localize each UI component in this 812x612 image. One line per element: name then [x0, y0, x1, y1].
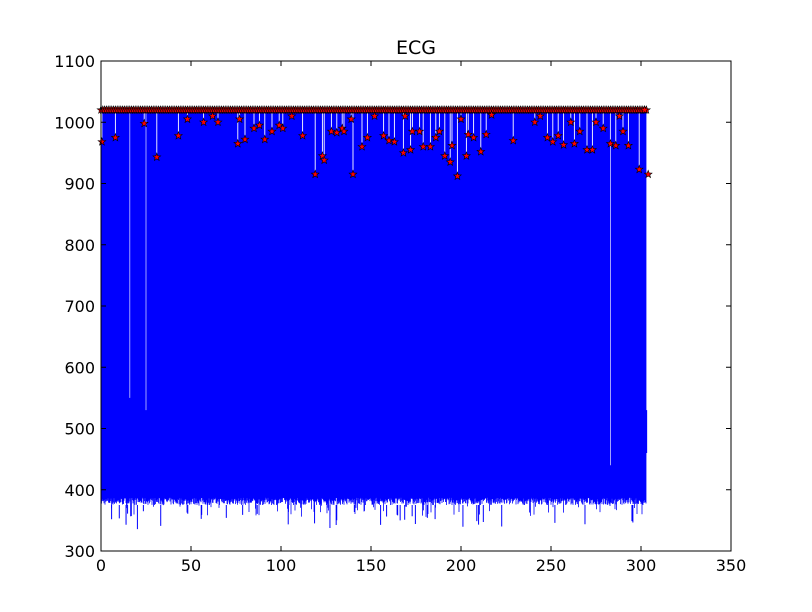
peak-marker	[605, 138, 616, 148]
peak-marker	[249, 123, 259, 133]
peak-marker	[639, 105, 650, 114]
y-tick-label: 400	[64, 481, 95, 500]
peak-marker	[418, 141, 428, 151]
peak-marker	[207, 111, 218, 121]
peak-marker	[425, 141, 436, 151]
peak-marker	[447, 140, 457, 150]
peak-marker	[326, 126, 337, 136]
peak-marker	[508, 135, 518, 145]
chart-title: ECG	[396, 37, 436, 59]
peak-marker	[362, 132, 373, 142]
x-tick-label: 350	[716, 556, 747, 575]
peak-marker	[234, 114, 245, 124]
peak-marker	[558, 140, 569, 149]
y-tick-label: 1100	[54, 52, 95, 71]
peak-marker	[384, 135, 394, 145]
peak-marker	[463, 129, 473, 139]
peak-marker	[213, 117, 223, 127]
peak-marker	[452, 171, 463, 181]
peak-marker	[378, 130, 389, 140]
peak-marker	[389, 136, 400, 146]
x-tick-label: 150	[356, 556, 387, 575]
peak-marker	[400, 111, 410, 121]
peak-marker	[254, 120, 265, 130]
peak-marker	[317, 151, 328, 160]
peak-marker	[173, 130, 184, 140]
signal-minima	[111, 505, 634, 530]
y-tick-label: 700	[64, 297, 95, 316]
y-tick-label: 800	[64, 236, 95, 255]
peak-marker	[405, 144, 416, 154]
peak-marker	[440, 151, 450, 160]
peak-marker	[566, 117, 576, 127]
peak-marker	[319, 155, 329, 165]
peak-marker	[643, 169, 653, 179]
y-tick-label: 600	[64, 358, 95, 377]
peak-marker	[598, 123, 608, 133]
peak-marker	[357, 141, 367, 151]
signal-dips	[101, 110, 649, 177]
axis-ticks: 0 50 100 150 200 250 300 350 300 400 500 600 700 800 9…	[54, 52, 746, 575]
peak-marker	[346, 114, 356, 124]
peak-marker	[548, 136, 558, 146]
peak-marker	[287, 111, 297, 121]
x-tick-label: 300	[626, 556, 657, 575]
peak-marker	[535, 111, 545, 121]
peak-marker	[569, 138, 580, 148]
peak-marker	[348, 169, 358, 179]
peak-marker	[267, 126, 277, 136]
peak-marker	[260, 134, 270, 144]
peak-marker	[414, 126, 425, 136]
peak-marker	[553, 130, 563, 140]
peak-marker	[407, 126, 418, 136]
peak-marker	[110, 132, 121, 142]
peak-marker	[486, 110, 497, 119]
x-tick-label: 100	[266, 556, 297, 575]
peak-marker	[233, 138, 243, 148]
peak-markers	[96, 105, 653, 181]
peak-marker	[278, 123, 288, 133]
x-tick-label: 200	[446, 556, 477, 575]
signal-trace	[101, 110, 647, 517]
peak-marker	[591, 117, 601, 127]
y-tick-label: 300	[64, 542, 95, 561]
y-tick-label: 900	[64, 175, 95, 194]
peak-marker	[198, 117, 209, 127]
peak-marker	[431, 132, 441, 142]
peak-marker	[468, 132, 479, 142]
signal-tail	[643, 410, 648, 490]
peak-marker	[445, 157, 455, 166]
peak-marker	[152, 152, 162, 162]
peak-marker	[339, 126, 349, 136]
peak-marker	[369, 111, 380, 121]
peak-marker	[182, 114, 193, 124]
peak-marker	[97, 136, 107, 146]
peak-marker	[634, 164, 644, 174]
peak-marker	[611, 140, 621, 150]
peak-marker	[542, 132, 553, 142]
y-tick-label: 1000	[54, 113, 95, 132]
x-tick-label: 50	[181, 556, 201, 575]
peak-marker	[476, 146, 486, 156]
peak-marker	[461, 151, 472, 160]
peak-marker	[614, 111, 625, 121]
peak-marker	[587, 144, 598, 154]
peak-marker	[398, 148, 409, 157]
peak-marker	[456, 114, 466, 124]
peak-marker	[623, 140, 634, 150]
peak-marker	[139, 118, 149, 128]
peak-marker	[434, 126, 445, 136]
peak-marker	[618, 126, 628, 136]
x-tick-label: 0	[96, 556, 106, 575]
peak-marker	[575, 126, 585, 136]
x-tick-label: 250	[536, 556, 567, 575]
y-tick-label: 500	[64, 420, 95, 439]
peak-marker	[240, 134, 250, 144]
signal-series	[101, 110, 649, 530]
peak-marker	[481, 129, 491, 139]
peak-marker	[310, 169, 320, 179]
peak-marker	[297, 130, 308, 140]
peak-marker	[530, 117, 540, 127]
